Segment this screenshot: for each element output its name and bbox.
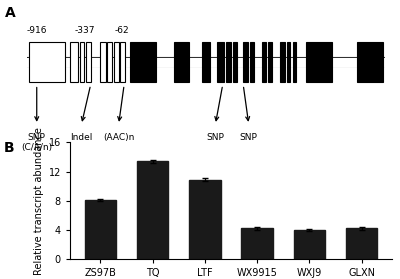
Bar [280, 42, 285, 82]
Bar [174, 42, 189, 82]
Bar [86, 42, 91, 82]
Text: SNP
(C/A/n): SNP (C/A/n) [21, 133, 52, 152]
Text: A: A [5, 6, 16, 20]
Bar [130, 42, 156, 82]
Bar [250, 42, 254, 82]
Bar [233, 42, 236, 82]
Text: B: B [4, 141, 15, 155]
Bar [80, 42, 84, 82]
Text: SNP
(C/T): SNP (C/T) [238, 133, 260, 152]
Bar [243, 42, 248, 82]
Bar [306, 42, 332, 82]
Text: -62: -62 [115, 26, 130, 35]
Bar [294, 230, 325, 259]
Bar [287, 42, 290, 82]
Bar [108, 42, 112, 82]
Bar [202, 42, 210, 82]
Bar [242, 228, 273, 259]
Bar [226, 42, 231, 82]
Bar [137, 161, 168, 259]
Text: -337: -337 [75, 26, 95, 35]
Bar [29, 42, 65, 82]
Bar [120, 42, 125, 82]
Text: (AAC)n
(1/2/3): (AAC)n (1/2/3) [103, 133, 134, 152]
Bar [189, 180, 220, 259]
Bar [268, 42, 272, 82]
Bar [262, 42, 266, 82]
Text: SNP
(A/G): SNP (A/G) [204, 133, 227, 152]
Bar [357, 42, 383, 82]
Bar [85, 200, 116, 259]
Bar [217, 42, 224, 82]
Bar [114, 42, 118, 82]
Text: -916: -916 [26, 26, 47, 35]
Bar [100, 42, 106, 82]
Text: Indel
(I/D): Indel (I/D) [70, 133, 92, 152]
Bar [70, 42, 78, 82]
Y-axis label: Relative transcript abundance: Relative transcript abundance [34, 127, 44, 275]
Bar [293, 42, 296, 82]
Bar [346, 228, 377, 259]
